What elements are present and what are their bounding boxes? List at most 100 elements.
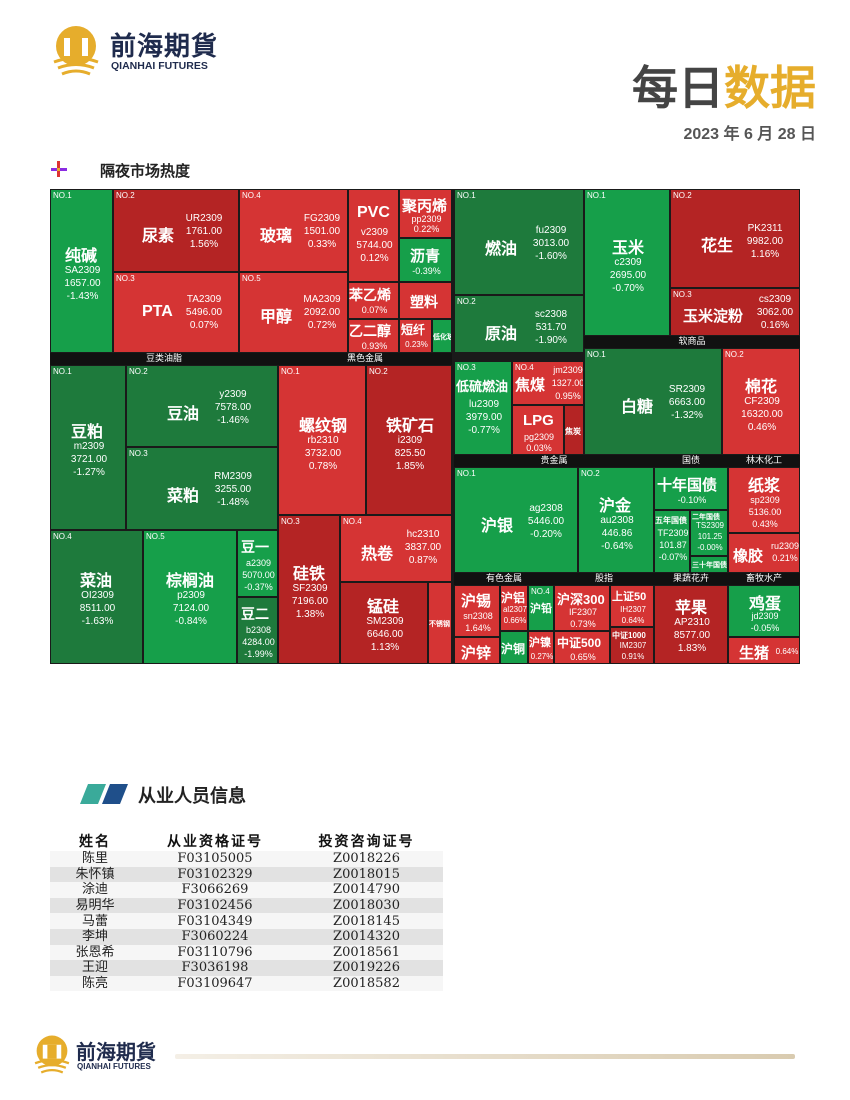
cell-diliuranyou[interactable]: NO.3 低硫燃油 lu2309 3979.00 -0.77% (454, 361, 512, 455)
cell-zonglvyou[interactable]: NO.5 棕榈油 p2309 7124.00 -0.84% (143, 530, 237, 664)
cell-info: pp2309 0.22% (400, 214, 451, 234)
cell-name: 热卷 (361, 546, 394, 563)
cell-price: 3013.00 (532, 238, 570, 249)
cell-huxi[interactable]: 沪锡 sn2308 1.64% (454, 585, 500, 637)
cell-xiangjiao[interactable]: 橡胶 ru2309 0.21% (728, 533, 800, 573)
cell-boli[interactable]: NO.4 玻璃 FG2309 1501.00 0.33% (239, 189, 348, 272)
cell-name: 豆二 (241, 606, 269, 622)
cell-zhongzheng1000[interactable]: 中证1000 IM2307 0.91% (610, 627, 654, 664)
cell-jiachun[interactable]: NO.5 甲醇 MA2309 2092.00 0.72% (239, 272, 348, 353)
cell-yumidianfen[interactable]: NO.3 玉米淀粉 cs2309 3062.00 0.16% (670, 288, 800, 336)
cell-price: 7578.00 (214, 402, 252, 413)
cell-hujin[interactable]: NO.2 沪金 au2308 446.86 -0.64% (578, 467, 654, 573)
cell-chunjian[interactable]: NO.1 纯碱 SA2309 1657.00 -1.43% (50, 189, 113, 353)
cell-buxiugang[interactable]: 不锈钢 (428, 582, 452, 664)
cell-liqing[interactable]: 沥青 -0.39% (399, 238, 452, 282)
qualification-number: F3066269 (140, 882, 290, 898)
cell-name: 玻璃 (260, 228, 293, 245)
cell-yumi[interactable]: NO.1 玉米 c2309 2695.00 -0.70% (584, 189, 670, 336)
cell-douyi[interactable]: 豆一 a2309 5070.00 -0.37% (237, 530, 278, 597)
cell-douyou[interactable]: NO.2 豆油 y2309 7578.00 -1.46% (126, 365, 278, 447)
cell-shengzhu[interactable]: 生猪 0.64% (728, 637, 800, 664)
cell-niaosu[interactable]: NO.2 尿素 UR2309 1761.00 1.56% (113, 189, 239, 272)
cell-yierchun[interactable]: 乙二醇 0.93% (348, 319, 399, 353)
cell-name: 橡胶 (733, 548, 764, 565)
cell-huqian[interactable]: NO.4 沪铅 (528, 585, 554, 631)
cell-info: RM2309 3255.00 -1.48% (201, 470, 265, 509)
cell-change: -0.37% (244, 582, 273, 592)
cell-guitie[interactable]: NO.3 硅铁 SF2309 7196.00 1.38% (278, 515, 340, 664)
cell-pvc[interactable]: PVC v2309 5744.00 0.12% (348, 189, 399, 282)
cell-pta[interactable]: NO.3 PTA TA2309 5496.00 0.07% (113, 272, 239, 353)
footer-company-name-cn: 前海期貨 (76, 1040, 156, 1064)
cell-wunian[interactable]: 五年国债 TF2309 101.87 -0.07% (654, 510, 690, 573)
cell-luowengang[interactable]: NO.1 螺纹钢 rb2310 3732.00 0.78% (278, 365, 366, 515)
cell-change: 1.16% (750, 249, 780, 260)
cell-info: rb2310 3732.00 0.78% (279, 434, 365, 473)
cell-zhijiang[interactable]: 纸浆 sp2309 5136.00 0.43% (728, 467, 800, 533)
cell-code: v2309 (360, 227, 389, 238)
cell-rank: NO.4 (515, 363, 534, 372)
cell-info: TF2309 101.87 -0.07% (655, 527, 689, 563)
cell-pingguo[interactable]: 苹果 AP2310 8577.00 1.83% (654, 585, 728, 664)
cell-name: 玉米 (612, 240, 645, 257)
cell-yuanyou[interactable]: NO.2 原油 sc2308 531.70 -1.90% (454, 295, 584, 353)
cell-zhongzheng500[interactable]: 中证500 0.65% (554, 631, 610, 664)
cell-huasheng[interactable]: NO.2 花生 PK2311 9982.00 1.16% (670, 189, 800, 288)
cell-sanshinian[interactable]: 三十年国债 (690, 556, 728, 573)
cell-hunie[interactable]: 沪镍 0.27% (528, 631, 554, 664)
cell-code: IF2307 (568, 607, 598, 617)
cell-jidan[interactable]: 鸡蛋 jd2309 -0.05% (728, 585, 800, 637)
cell-change: 0.22% (413, 224, 440, 234)
cell-change: 0.27% (530, 652, 554, 661)
cell-hulv[interactable]: 沪铝 al2307 0.66% (500, 585, 528, 631)
cell-dihua[interactable]: 低化玻 (432, 319, 452, 353)
cell-name: 豆一 (241, 539, 269, 555)
cell-price: 446.86 (601, 528, 633, 539)
cell-menggui[interactable]: 锰硅 SM2309 6646.00 1.13% (340, 582, 428, 664)
cell-info: 0.27% (529, 650, 554, 663)
cell-suliao[interactable]: 塑料 (399, 282, 452, 319)
cell-name: 聚丙烯 (402, 198, 448, 215)
cell-price: 101.25 (697, 532, 723, 541)
cell-shinian[interactable]: 十年国债 -0.10% (654, 467, 728, 510)
cell-rejuan[interactable]: NO.4 热卷 hc2310 3837.00 0.87% (340, 515, 452, 582)
cell-mianhua[interactable]: NO.2 棉花 CF2309 16320.00 0.46% (722, 348, 800, 455)
cell-tiekuangshi[interactable]: NO.2 铁矿石 i2309 825.50 1.85% (366, 365, 452, 515)
cell-duanxian[interactable]: 短纤 0.23% (399, 319, 432, 353)
cell-change: 0.07% (189, 320, 219, 331)
cell-huxin[interactable]: 沪锌 (454, 637, 500, 664)
staff-name: 易明华 (50, 897, 140, 914)
cell-change: 0.16% (760, 320, 790, 331)
cell-code: IM2307 (619, 641, 647, 650)
cell-caiyou[interactable]: NO.4 菜油 OI2309 8511.00 -1.63% (50, 530, 143, 664)
cell-price: 3062.00 (756, 307, 794, 318)
cell-shangzheng50[interactable]: 上证50 IH2307 0.64% (610, 585, 654, 627)
cell-info: v2309 5744.00 0.12% (349, 226, 398, 265)
staff-name: 马蕾 (50, 913, 140, 929)
cell-info: y2309 7578.00 -1.46% (201, 388, 265, 427)
cell-jiaotan[interactable]: 焦炭 (564, 405, 584, 455)
cell-douer[interactable]: 豆二 b2308 4284.00 -1.99% (237, 597, 278, 664)
cell-info: lu2309 3979.00 -0.77% (455, 398, 511, 437)
cell-ranyou[interactable]: NO.1 燃油 fu2309 3013.00 -1.60% (454, 189, 584, 295)
cell-info: jm2309 1327.00 0.95% (551, 364, 583, 403)
cell-baitang[interactable]: NO.1 白糖 SR2309 6663.00 -1.32% (584, 348, 722, 455)
cell-caipo[interactable]: NO.3 菜粕 RM2309 3255.00 -1.48% (126, 447, 278, 530)
cell-huyin[interactable]: NO.1 沪银 ag2308 5446.00 -0.20% (454, 467, 578, 573)
cell-benyixi[interactable]: 苯乙烯 0.07% (348, 282, 399, 319)
cell-name: 铁矿石 (386, 418, 435, 435)
cell-jiaomei[interactable]: NO.4 焦煤 jm2309 1327.00 0.95% (512, 361, 584, 405)
cell-change: -1.27% (73, 467, 105, 478)
cell-hushen300[interactable]: 沪深300 IF2307 0.73% (554, 585, 610, 631)
cell-doupo[interactable]: NO.1 豆粕 m2309 3721.00 -1.27% (50, 365, 126, 530)
cell-change: -0.20% (530, 529, 562, 540)
cell-change: 1.64% (465, 623, 491, 633)
cell-lpg[interactable]: LPG pg2309 0.03% (512, 405, 564, 455)
cell-info: 0.64% (773, 645, 799, 658)
cell-jubingxi[interactable]: 聚丙烯 pp2309 0.22% (399, 189, 452, 238)
cell-hutong[interactable]: 沪铜 (500, 631, 528, 664)
cell-change: -1.63% (81, 616, 114, 627)
cell-ernian[interactable]: 二年国债 TS2309 101.25 -0.00% (690, 510, 728, 556)
cell-info: al2307 0.66% (501, 604, 527, 626)
